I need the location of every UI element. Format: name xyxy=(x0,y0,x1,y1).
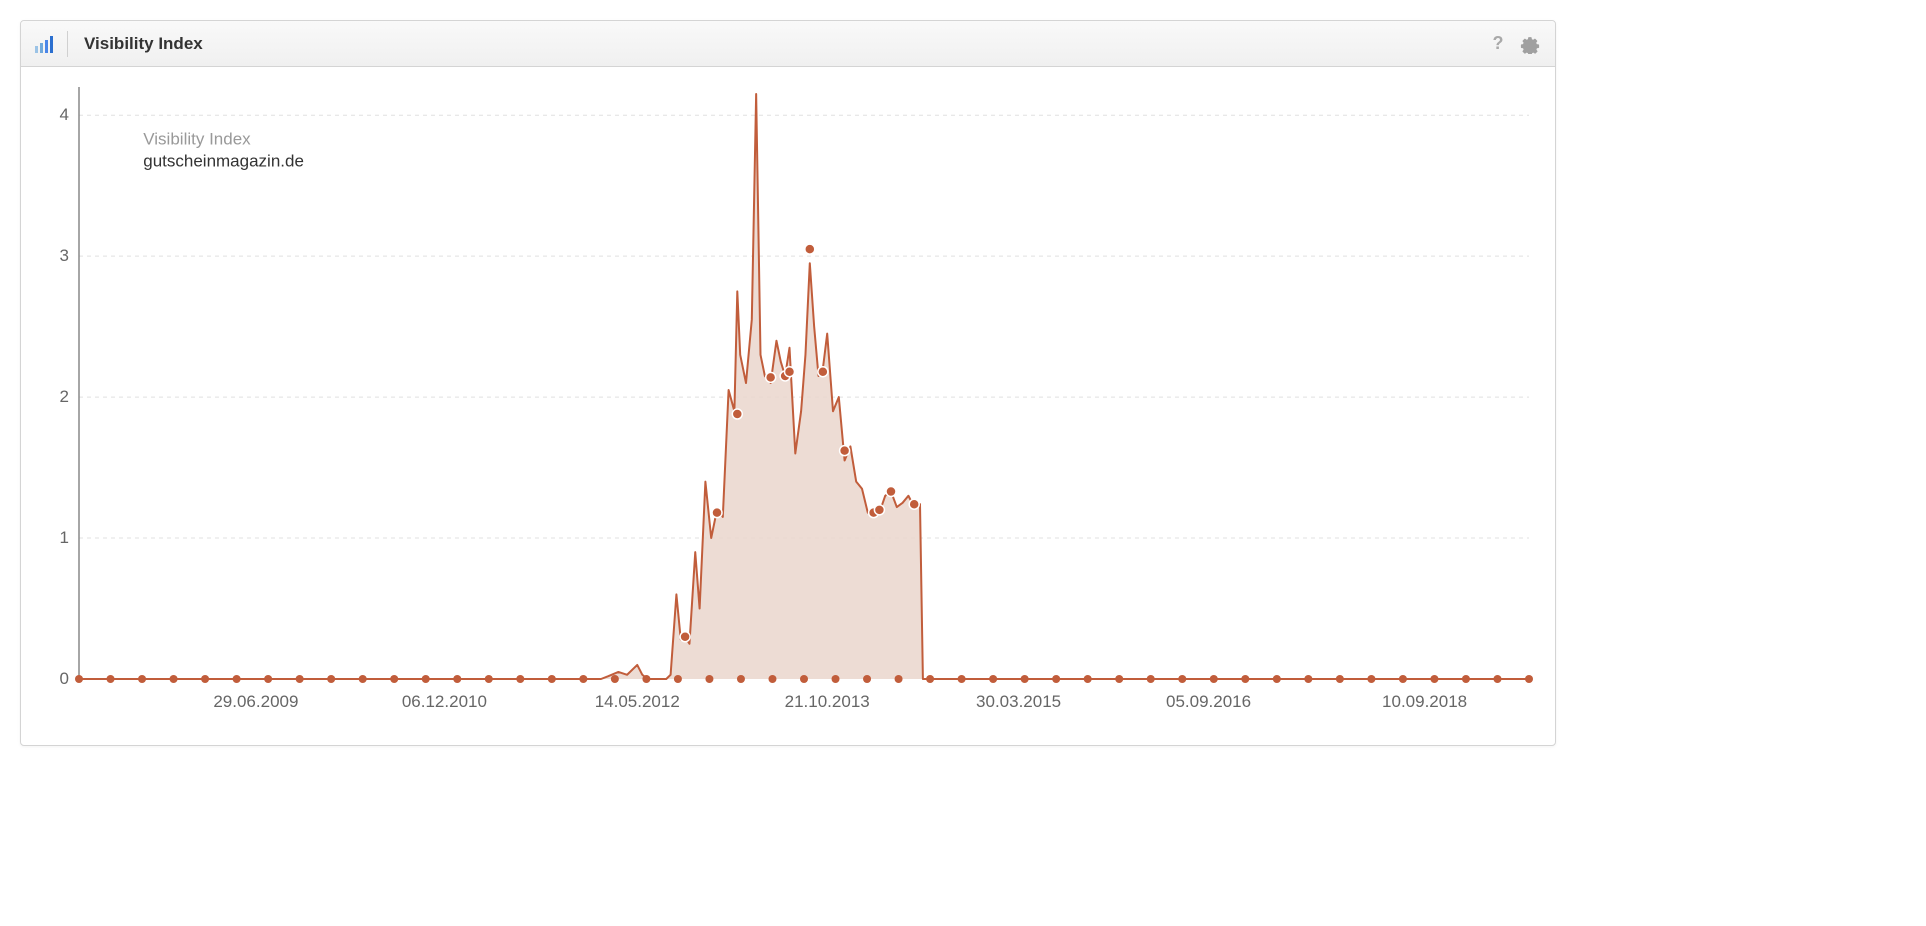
help-icon[interactable]: ? xyxy=(1487,33,1509,55)
svg-text:2: 2 xyxy=(60,387,69,406)
chart-container: 0 1 2 3 4 29.06.2009 06.12.2010 14.05.2012 21.10… xyxy=(39,77,1537,727)
svg-text:29.06.2009: 29.06.2009 xyxy=(213,692,298,711)
svg-text:?: ? xyxy=(1493,34,1504,53)
svg-text:14.05.2012: 14.05.2012 xyxy=(595,692,680,711)
header-divider xyxy=(67,31,68,57)
visibility-panel: Visibility Index ? 0 1 2 3 4 29.06.2009 06.12.… xyxy=(20,20,1556,746)
svg-text:06.12.2010: 06.12.2010 xyxy=(402,692,487,711)
svg-text:3: 3 xyxy=(60,246,69,265)
svg-text:Visibility Index: Visibility Index xyxy=(143,129,251,148)
panel-body: 0 1 2 3 4 29.06.2009 06.12.2010 14.05.2012 21.10… xyxy=(21,67,1555,745)
gear-icon[interactable] xyxy=(1519,33,1541,55)
svg-text:gutscheinmagazin.de: gutscheinmagazin.de xyxy=(143,151,304,170)
svg-text:0: 0 xyxy=(60,669,69,688)
panel-title: Visibility Index xyxy=(84,34,1477,54)
svg-text:21.10.2013: 21.10.2013 xyxy=(785,692,870,711)
svg-text:4: 4 xyxy=(60,105,69,124)
svg-text:1: 1 xyxy=(60,528,69,547)
svg-text:10.09.2018: 10.09.2018 xyxy=(1382,692,1467,711)
svg-text:05.09.2016: 05.09.2016 xyxy=(1166,692,1251,711)
panel-header: Visibility Index ? xyxy=(21,21,1555,67)
bars-icon xyxy=(35,35,55,53)
visibility-chart: 0 1 2 3 4 29.06.2009 06.12.2010 14.05.2012 21.10… xyxy=(39,77,1537,727)
svg-text:30.03.2015: 30.03.2015 xyxy=(976,692,1061,711)
